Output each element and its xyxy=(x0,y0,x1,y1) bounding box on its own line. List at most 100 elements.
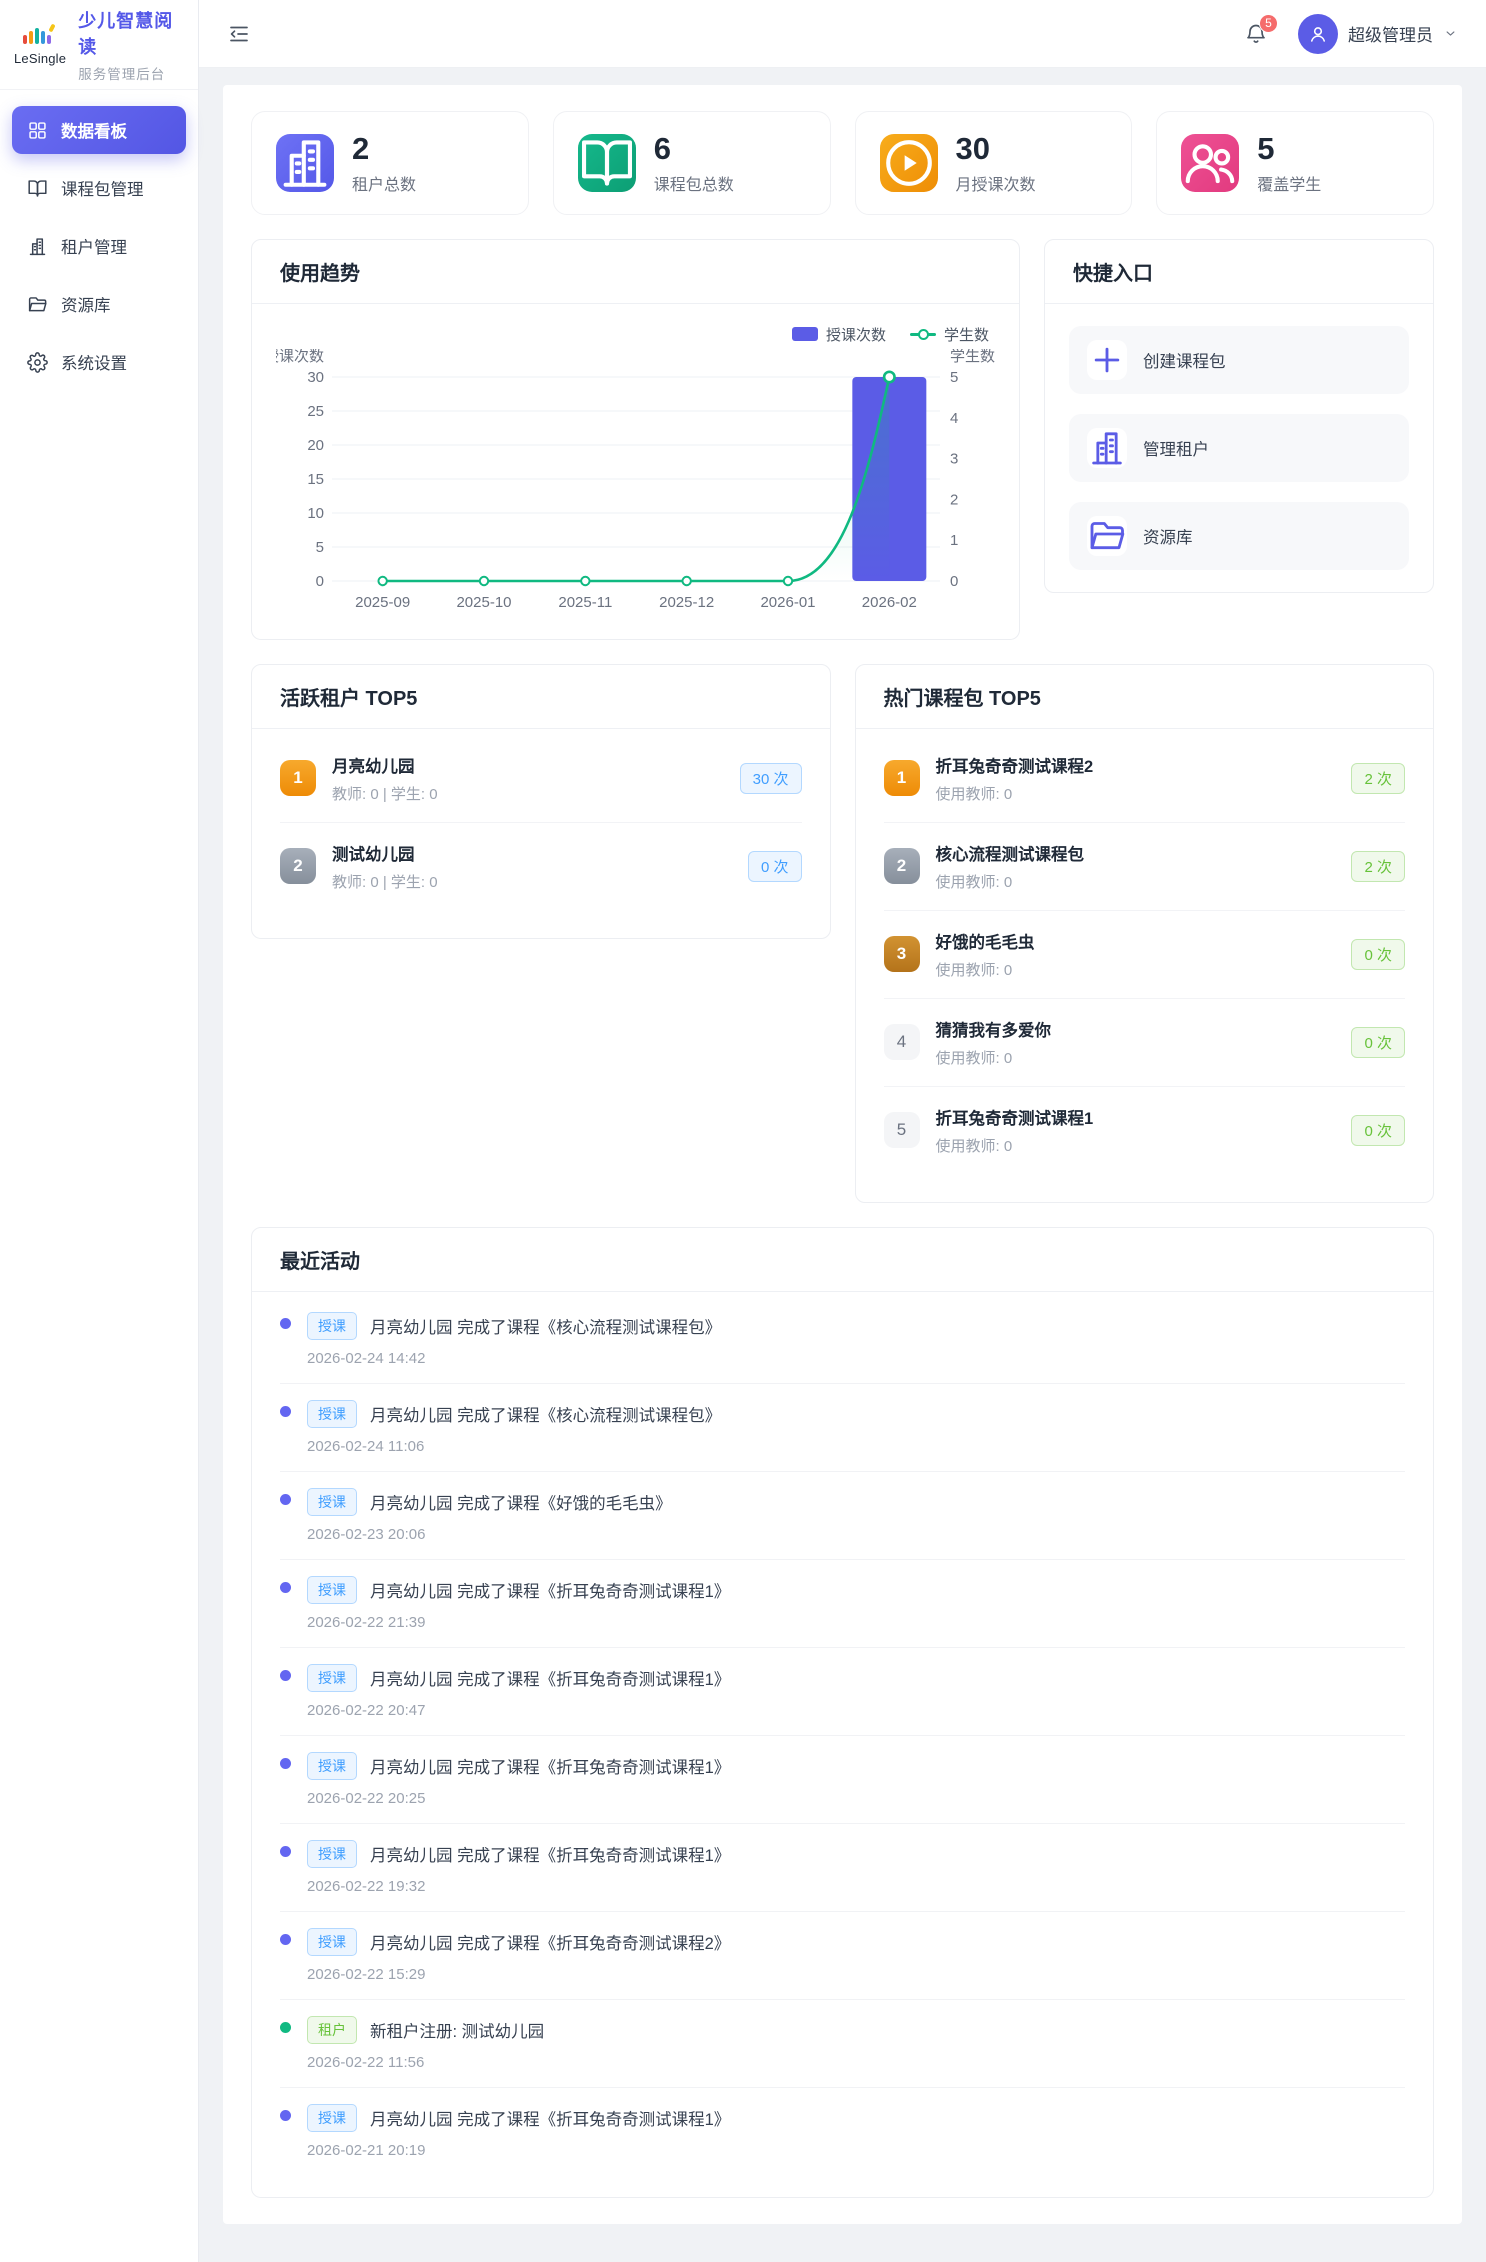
activity-time: 2026-02-21 20:19 xyxy=(307,2141,426,2159)
stat-value: 6 xyxy=(653,131,671,166)
stat-value: 2 xyxy=(352,131,370,166)
activity-dot-icon xyxy=(280,1757,291,1769)
stat-label: 月授课次数 xyxy=(955,176,1036,194)
legend-item-bar-series[interactable]: 授课次数 xyxy=(791,324,886,345)
brand-subtitle: 服务管理后台 xyxy=(78,66,166,82)
gear-icon xyxy=(27,351,48,373)
svg-text:0: 0 xyxy=(950,573,958,590)
stats-row: 2 租户总数 6 课程包总数 30 xyxy=(251,111,1434,215)
package-meta: 使用教师: 0 xyxy=(935,1137,1013,1155)
activity-type-badge: 授课 xyxy=(307,1751,357,1780)
activity-time: 2026-02-22 20:25 xyxy=(307,1789,426,1807)
usage-count-badge: 0 次 xyxy=(1351,938,1405,970)
stat-value: 30 xyxy=(955,131,990,166)
tenant-row: 1 月亮幼儿园 教师: 0 | 学生: 0 30 次 xyxy=(280,735,802,822)
sidebar-item-label: 数据看板 xyxy=(61,123,127,141)
quick-entry-item[interactable]: 管理租户 xyxy=(1069,413,1409,482)
activity-dot-icon xyxy=(280,1493,291,1505)
package-name: 折耳兔奇奇测试课程1 xyxy=(935,1109,1094,1128)
activity-time: 2026-02-24 14:42 xyxy=(307,1349,426,1367)
activity-type-badge: 授课 xyxy=(307,1575,357,1604)
activity-row: 租户 新租户注册: 测试幼儿园 2026-02-22 11:56 xyxy=(280,1998,1405,2087)
svg-text:5: 5 xyxy=(316,539,324,556)
activity-type-badge: 租户 xyxy=(307,2015,357,2044)
activity-text: 月亮幼儿园 完成了课程《折耳兔奇奇测试课程1》 xyxy=(370,2110,731,2129)
person-icon xyxy=(1307,23,1329,45)
svg-text:1: 1 xyxy=(950,532,958,549)
quick-entry-label: 管理租户 xyxy=(1143,440,1209,459)
stat-card: 6 课程包总数 xyxy=(552,111,831,215)
collapse-sidebar-icon xyxy=(230,26,248,41)
svg-text:20: 20 xyxy=(307,437,324,454)
svg-text:2025-10: 2025-10 xyxy=(456,594,511,611)
stat-card: 2 租户总数 xyxy=(251,111,529,215)
package-name: 好饿的毛毛虫 xyxy=(935,933,1035,952)
quick-entry-item[interactable]: 资源库 xyxy=(1069,501,1409,570)
sidebar-menu: 数据看板 课程包管理 租户管理 资源库 系统设置 xyxy=(0,90,198,412)
activity-type-badge: 授课 xyxy=(307,2103,357,2132)
package-row: 5 折耳兔奇奇测试课程1 使用教师: 0 0 次 xyxy=(883,1085,1405,1174)
sidebar-item[interactable]: 系统设置 xyxy=(12,338,186,386)
svg-text:10: 10 xyxy=(307,505,324,522)
sidebar: LeSingle 少儿智慧阅读 服务管理后台 数据看板 课程包管理 租户管理 xyxy=(0,0,199,2262)
brand-title: 少儿智慧阅读 xyxy=(78,10,174,57)
usage-count-badge: 0 次 xyxy=(1351,1114,1405,1146)
stat-label: 课程包总数 xyxy=(653,176,734,194)
package-row: 4 猜猜我有多爱你 使用教师: 0 0 次 xyxy=(883,997,1405,1086)
svg-text:2025-09: 2025-09 xyxy=(355,594,410,611)
brand-logo-text: LeSingle xyxy=(14,51,67,66)
usage-count-badge: 30 次 xyxy=(739,762,802,794)
svg-text:3: 3 xyxy=(950,450,958,467)
activity-dot-icon xyxy=(280,2109,291,2121)
chart-legend: 授课次数 学生数 xyxy=(276,310,995,349)
notification-bell-button[interactable]: 5 xyxy=(1244,13,1278,46)
activity-dot-icon xyxy=(280,1669,291,1681)
package-name: 猜猜我有多爱你 xyxy=(935,1021,1052,1040)
brand: LeSingle 少儿智慧阅读 服务管理后台 xyxy=(0,0,198,90)
sidebar-item[interactable]: 租户管理 xyxy=(12,222,186,270)
activity-text: 月亮幼儿园 完成了课程《折耳兔奇奇测试课程1》 xyxy=(370,1846,731,1865)
activity-row: 授课 月亮幼儿园 完成了课程《折耳兔奇奇测试课程1》 2026-02-22 20… xyxy=(280,1734,1405,1823)
svg-text:0: 0 xyxy=(316,573,324,590)
chevron-down-icon xyxy=(1443,26,1458,41)
usage-trend-title: 使用趋势 xyxy=(280,262,360,285)
activity-time: 2026-02-22 20:47 xyxy=(307,1701,426,1719)
sidebar-item[interactable]: 课程包管理 xyxy=(12,164,186,212)
lesingle-logo-icon xyxy=(23,24,56,44)
user-menu[interactable]: 超级管理员 xyxy=(1298,13,1458,54)
package-meta: 使用教师: 0 xyxy=(935,873,1013,891)
activity-text: 新租户注册: 测试幼儿园 xyxy=(370,2022,545,2041)
sidebar-item[interactable]: 资源库 xyxy=(12,280,186,328)
legend-item-line-series[interactable]: 学生数 xyxy=(909,324,989,345)
activity-time: 2026-02-22 15:29 xyxy=(307,1965,426,1983)
sidebar-item[interactable]: 数据看板 xyxy=(12,106,186,154)
svg-text:2026-02: 2026-02 xyxy=(862,594,917,611)
usage-trend-chart: 0 5 10 15 20 25 30 0 1 2 3 4 5 授课次数 学生数 2025-09 2025-10 2… xyxy=(276,349,995,621)
building-icon xyxy=(1087,427,1127,468)
dashboard-icon xyxy=(27,120,48,141)
sidebar-collapse-button[interactable] xyxy=(227,22,251,46)
activity-text: 月亮幼儿园 完成了课程《核心流程测试课程包》 xyxy=(370,1406,722,1425)
quick-entry-item[interactable]: 创建课程包 xyxy=(1069,325,1409,394)
activity-text: 月亮幼儿园 完成了课程《折耳兔奇奇测试课程1》 xyxy=(370,1670,731,1689)
activity-dot-icon xyxy=(280,1933,291,1945)
sidebar-item-label: 课程包管理 xyxy=(61,181,144,199)
svg-text:2025-11: 2025-11 xyxy=(558,594,612,611)
usage-count-badge: 0 次 xyxy=(1351,1026,1405,1058)
dashboard-container: 2 租户总数 6 课程包总数 30 xyxy=(223,85,1462,2224)
activity-row: 授课 月亮幼儿园 完成了课程《核心流程测试课程包》 2026-02-24 11:… xyxy=(280,1382,1405,1471)
active-tenants-card: 活跃租户 TOP5 1 月亮幼儿园 教师: 0 | 学生: 0 30 次 xyxy=(251,663,831,939)
activity-time: 2026-02-22 11:56 xyxy=(307,2053,425,2071)
folder-icon xyxy=(1087,515,1127,556)
activity-type-badge: 授课 xyxy=(307,1663,357,1692)
activity-dot-icon xyxy=(280,1845,291,1857)
recent-activity-card: 最近活动 授课 月亮幼儿园 完成了课程《核心流程测试课程包》 2026 xyxy=(251,1226,1434,2198)
rank-badge: 3 xyxy=(883,936,920,973)
activity-type-badge: 授课 xyxy=(307,1311,357,1340)
package-row: 3 好饿的毛毛虫 使用教师: 0 0 次 xyxy=(883,909,1405,998)
hot-packages-title: 热门课程包 TOP5 xyxy=(883,687,1041,710)
quick-entry-card: 快捷入口 创建课程包 管理租户 xyxy=(1044,238,1434,593)
usage-trend-card: 使用趋势 授课次数 学生数 xyxy=(251,238,1020,640)
quick-entry-label: 资源库 xyxy=(1143,528,1193,547)
package-meta: 使用教师: 0 xyxy=(935,785,1013,803)
